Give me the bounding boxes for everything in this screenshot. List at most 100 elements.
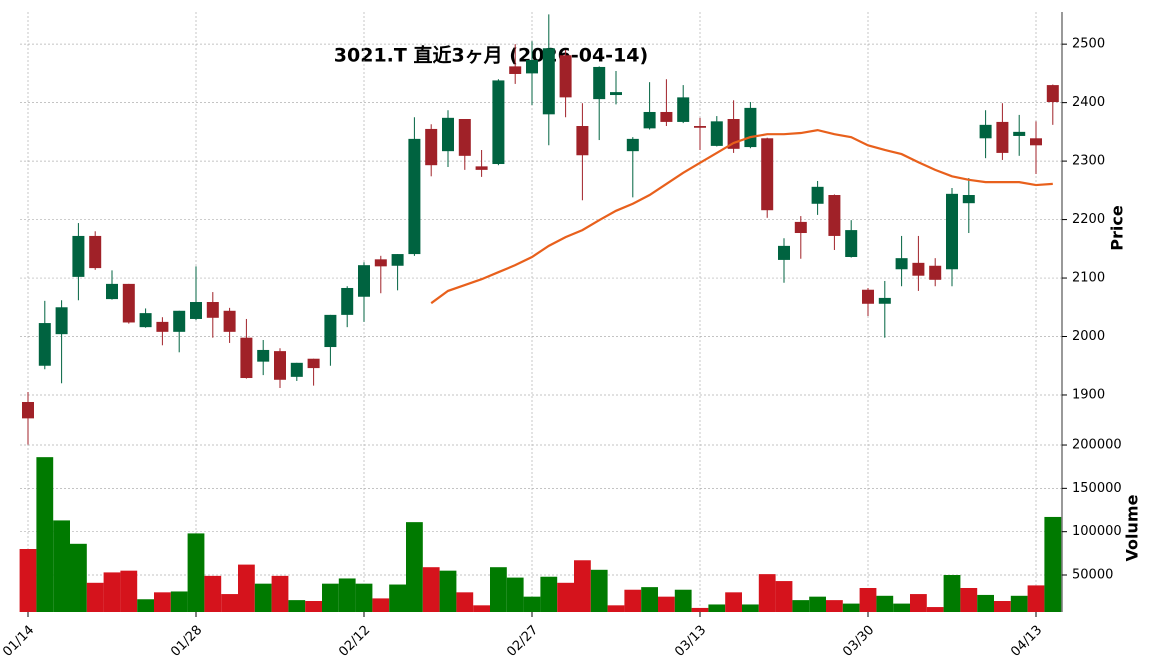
candle-body [559,55,572,98]
candle-body [106,283,118,300]
candle-body [811,186,824,204]
volume-bar [254,583,272,612]
volume-bar [506,577,524,612]
candle-body [542,48,555,115]
volume-bar [674,589,692,612]
y-tick-label: 100000 [1072,524,1122,539]
y-tick-label: 2500 [1072,37,1105,52]
x-tick-label: 02/12 [336,623,373,660]
candle-body [509,66,522,74]
candle-body [979,124,992,139]
volume-bar [910,594,927,612]
candle-body [1030,138,1042,146]
candle-body [996,121,1009,153]
volume-bar [389,584,406,612]
candle-body [677,97,690,122]
y-axis-label: Price [1108,205,1127,251]
candle-body [190,302,202,319]
volume-bar [456,592,474,612]
x-tick-label: 02/27 [504,623,541,660]
candle-body [22,401,34,419]
candle-body [643,111,656,129]
volume-bar [742,604,759,612]
volume-bar [137,599,154,612]
volume-bar [338,578,356,612]
volume-bar [439,570,457,612]
moving-average [430,128,1053,305]
volume-bar [590,569,608,612]
volume-bar [238,564,255,612]
candle-body [223,310,236,332]
candle-body [593,66,606,100]
candle-body [240,337,253,379]
volume-bar [926,607,944,612]
volume-bar [271,575,289,612]
volume-bar [859,587,877,612]
volume-bar [523,596,541,612]
candle-body [324,314,337,348]
volume-bar [221,594,238,612]
volume-bar [288,600,306,612]
candle-body [778,245,790,260]
candle-body [156,321,169,332]
candle-body [660,111,673,122]
candle-body [929,265,942,280]
volume-bar [422,567,440,612]
candle-body [122,283,135,323]
y-tick-label: 50000 [1072,568,1113,583]
candle-body [526,59,538,74]
x-tick-label: 03/13 [672,623,709,660]
candle-body [626,138,639,152]
volume-bar [103,572,121,612]
volume-bar [775,581,793,612]
candle-body [290,362,303,377]
volume-axis-label: Volume [1123,494,1142,561]
y-tick-label: 1900 [1072,387,1105,402]
candle-body [744,107,757,148]
candle-body [206,302,219,318]
volume-bar [624,589,642,612]
volume-bar [691,607,709,612]
volume-bar [792,600,810,612]
volume-bar [557,582,574,612]
candle-body [408,138,421,255]
volume-bar [842,603,860,612]
volume-bar [120,570,138,612]
volume-bar [960,587,978,612]
candle-body [173,310,186,332]
volume-bar [994,600,1011,612]
candle-body [38,323,51,366]
volume-bar [36,457,54,612]
volume-bar [540,576,558,612]
candle-body [962,195,975,204]
candle-body [794,221,807,234]
candle-body [458,119,471,156]
candle-body [895,258,908,270]
candle-body [710,121,723,146]
volume-bar [1027,585,1045,612]
volume-bar [1044,516,1062,612]
candle-body [576,126,589,156]
y-tick-label: 200000 [1072,438,1122,453]
candle-body [374,259,387,267]
candle-body [828,195,841,236]
volume-bar [406,522,423,612]
candle-body [878,297,891,304]
volume-bar [322,583,339,612]
volume-bar [943,575,961,612]
volume-bar [154,592,171,612]
y-tick-label: 2200 [1072,212,1105,227]
volume-bar [372,598,390,612]
volume-bar [355,583,373,612]
candle-body [845,230,858,257]
volume-bar [658,596,675,612]
candle-body [1013,131,1026,136]
candle-body [475,166,488,170]
volume-bar [473,605,490,612]
y-tick-label: 2400 [1072,95,1105,110]
volume-bar [490,567,507,612]
volume-bar [170,591,188,612]
volume-bar [708,604,726,612]
candle-body [425,128,438,166]
